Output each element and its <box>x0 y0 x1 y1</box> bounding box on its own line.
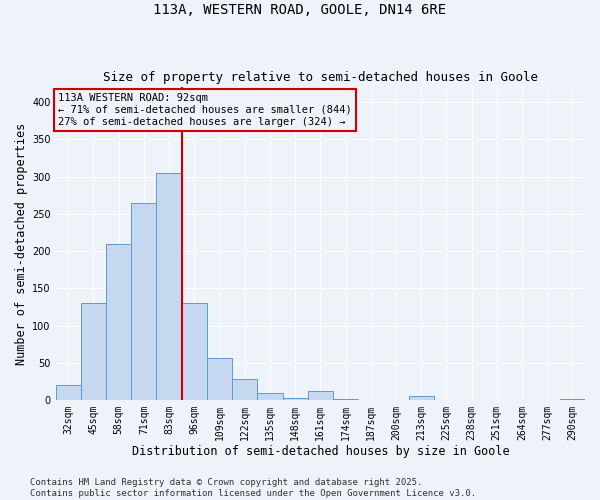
X-axis label: Distribution of semi-detached houses by size in Goole: Distribution of semi-detached houses by … <box>131 444 509 458</box>
Bar <box>81 304 106 400</box>
Bar <box>257 393 283 400</box>
Bar <box>283 398 308 400</box>
Bar <box>131 202 157 400</box>
Text: 113A WESTERN ROAD: 92sqm
← 71% of semi-detached houses are smaller (844)
27% of : 113A WESTERN ROAD: 92sqm ← 71% of semi-d… <box>58 94 352 126</box>
Bar <box>560 398 585 400</box>
Title: Size of property relative to semi-detached houses in Goole: Size of property relative to semi-detach… <box>103 72 538 85</box>
Bar <box>157 173 182 400</box>
Bar <box>56 386 81 400</box>
Y-axis label: Number of semi-detached properties: Number of semi-detached properties <box>15 122 28 365</box>
Bar <box>182 304 207 400</box>
Bar <box>207 358 232 400</box>
Text: Contains HM Land Registry data © Crown copyright and database right 2025.
Contai: Contains HM Land Registry data © Crown c… <box>30 478 476 498</box>
Bar <box>232 380 257 400</box>
Bar <box>333 398 358 400</box>
Bar <box>308 390 333 400</box>
Bar <box>409 396 434 400</box>
Bar <box>106 244 131 400</box>
Text: 113A, WESTERN ROAD, GOOLE, DN14 6RE: 113A, WESTERN ROAD, GOOLE, DN14 6RE <box>154 2 446 16</box>
